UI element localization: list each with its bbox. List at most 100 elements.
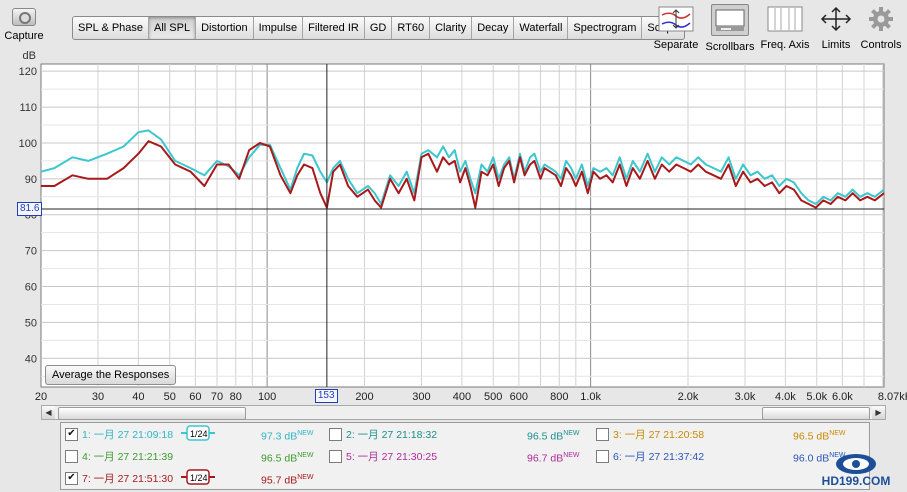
- x-tick-label: 600: [510, 391, 528, 403]
- x-tick-label: 5.0k: [806, 391, 827, 403]
- camera-icon: [12, 8, 36, 26]
- y-tick-label: 90: [25, 174, 37, 186]
- y-tick-label: 50: [25, 317, 37, 329]
- legend-value-3: 96.5 dBNEW: [793, 430, 846, 443]
- checkbox-4[interactable]: [65, 449, 78, 463]
- cursor[interactable]: [41, 64, 884, 387]
- limits-label: Limits: [821, 39, 851, 51]
- legend-label-6: 6: 一月 27 21:37:42: [613, 450, 705, 463]
- x-tick-label: 200: [355, 391, 373, 403]
- tab-rt60[interactable]: RT60: [392, 17, 431, 39]
- checkbox-7[interactable]: ✔: [65, 471, 78, 485]
- tab-spl-phase[interactable]: SPL & Phase: [73, 17, 150, 39]
- smoothing-text-1: 1/24: [190, 429, 208, 439]
- checkbox-3[interactable]: [596, 427, 609, 441]
- x-tick-labels: 20 30 40 50 60 70 80 100 200 300 400 500 600 800 1.0k 2…: [35, 391, 907, 403]
- separate-icon: [658, 4, 694, 34]
- scroll-thumb-right[interactable]: [762, 407, 870, 420]
- tab-spectrogram[interactable]: Spectrogram: [568, 17, 643, 39]
- legend-item-1[interactable]: ✔ 1: 一月 27 21:09:18 1/24: [65, 423, 216, 445]
- watermark-text: HD199.COM: [821, 474, 891, 488]
- grid: [41, 64, 884, 387]
- legend-item-3[interactable]: 3: 一月 27 21:20:58: [596, 423, 704, 445]
- y-axis-title: dB: [23, 50, 36, 62]
- legend-value-4: 96.5 dBNEW: [261, 452, 314, 465]
- controls-label: Controls: [860, 39, 902, 51]
- hd199-watermark: HD199.COM: [808, 452, 904, 488]
- freq-axis-icon: [767, 4, 803, 34]
- graph-tabs: SPL & Phase All SPL Distortion Impulse F…: [72, 16, 685, 40]
- scroll-left-icon[interactable]: ◀: [42, 406, 55, 419]
- scroll-thumb[interactable]: [58, 407, 246, 420]
- legend-item-5[interactable]: 5: 一月 27 21:30:25: [329, 445, 437, 467]
- spl-chart[interactable]: dB 40 50 60 70 80 90 100 110 120 20 30 40 50 60 70 80 1…: [0, 48, 907, 405]
- smoothing-icon-1[interactable]: 1/24: [181, 424, 216, 444]
- x-tick-label: 1.0k: [580, 391, 601, 403]
- separate-button[interactable]: Separate: [652, 4, 700, 52]
- y-tick-label: 70: [25, 246, 37, 258]
- series-line-2: [41, 140, 885, 209]
- checkbox-5[interactable]: [329, 449, 342, 463]
- y-tick-label: 60: [25, 282, 37, 294]
- freq-axis-label: Freq. Axis: [760, 39, 810, 51]
- x-tick-label: 80: [230, 391, 242, 403]
- level-readout: 81.6: [17, 201, 43, 216]
- smoothing-text-7: 1/24: [190, 473, 208, 483]
- x-tick-label: 20: [35, 391, 47, 403]
- x-tick-label: 8.07kHz: [878, 391, 907, 403]
- legend-value-1: 97.3 dBNEW: [261, 430, 314, 443]
- horizontal-scrollbar[interactable]: ◀ ▶: [41, 405, 886, 420]
- scrollbars-button[interactable]: Scrollbars: [704, 4, 756, 54]
- legend-item-6[interactable]: 6: 一月 27 21:37:42: [596, 445, 704, 467]
- x-tick-label: 70: [211, 391, 223, 403]
- legend-label-5: 5: 一月 27 21:30:25: [346, 450, 438, 463]
- legend-value-7: 95.7 dBNEW: [261, 474, 314, 487]
- freq-axis-button[interactable]: Freq. Axis: [760, 4, 810, 52]
- x-tick-label: 50: [164, 391, 176, 403]
- legend-item-2[interactable]: 2: 一月 27 21:18:32: [329, 423, 437, 445]
- y-tick-label: 110: [19, 102, 37, 114]
- limits-icon: [818, 4, 854, 34]
- x-tick-label: 2.0k: [678, 391, 699, 403]
- tab-filtered-ir[interactable]: Filtered IR: [303, 17, 365, 39]
- x-tick-label: 300: [412, 391, 430, 403]
- tab-all-spl[interactable]: All SPL: [149, 17, 197, 39]
- x-tick-label: 500: [484, 391, 502, 403]
- x-tick-label: 30: [92, 391, 104, 403]
- tab-distortion[interactable]: Distortion: [196, 17, 254, 39]
- legend-label-3: 3: 一月 27 21:20:58: [613, 428, 705, 441]
- smoothing-icon-7[interactable]: 1/24: [181, 468, 216, 488]
- scrollbars-icon: [711, 4, 749, 36]
- tab-clarity[interactable]: Clarity: [430, 17, 473, 39]
- capture-button[interactable]: Capture: [2, 6, 46, 46]
- controls-button[interactable]: Controls: [860, 4, 902, 52]
- legend-label-7: 7: 一月 27 21:51:30: [82, 472, 174, 485]
- legend-item-4[interactable]: 4: 一月 27 21:21:39: [65, 445, 173, 467]
- limits-button[interactable]: Limits: [814, 4, 858, 52]
- x-tick-label: 60: [189, 391, 201, 403]
- y-tick-label: 40: [25, 353, 37, 365]
- tab-waterfall[interactable]: Waterfall: [514, 17, 569, 39]
- x-tick-label: 800: [550, 391, 568, 403]
- measurement-legend: ✔ 1: 一月 27 21:09:18 1/24 97.3 dBNEW 2: 一…: [60, 422, 870, 490]
- x-tick-label: 400: [453, 391, 471, 403]
- tab-decay[interactable]: Decay: [472, 17, 515, 39]
- checkbox-2[interactable]: [329, 427, 342, 441]
- capture-label: Capture: [4, 30, 44, 42]
- legend-label-4: 4: 一月 27 21:21:39: [82, 450, 174, 463]
- tab-gd[interactable]: GD: [365, 17, 393, 39]
- legend-value-5: 96.7 dBNEW: [527, 452, 580, 465]
- legend-label-2: 2: 一月 27 21:18:32: [346, 428, 438, 441]
- checkbox-1[interactable]: ✔: [65, 427, 78, 441]
- checkbox-6[interactable]: [596, 449, 609, 463]
- eye-logo-icon: [836, 454, 876, 474]
- scroll-right-icon[interactable]: ▶: [872, 406, 885, 419]
- legend-label-1: 1: 一月 27 21:09:18: [82, 428, 174, 441]
- legend-item-7[interactable]: ✔ 7: 一月 27 21:51:30 1/24: [65, 467, 216, 489]
- x-tick-label: 6.0k: [832, 391, 853, 403]
- y-tick-label: 120: [19, 66, 37, 78]
- average-responses-button[interactable]: Average the Responses: [45, 365, 177, 385]
- plot-area: [40, 63, 885, 388]
- tab-impulse[interactable]: Impulse: [254, 17, 304, 39]
- y-tick-label: 100: [19, 138, 37, 150]
